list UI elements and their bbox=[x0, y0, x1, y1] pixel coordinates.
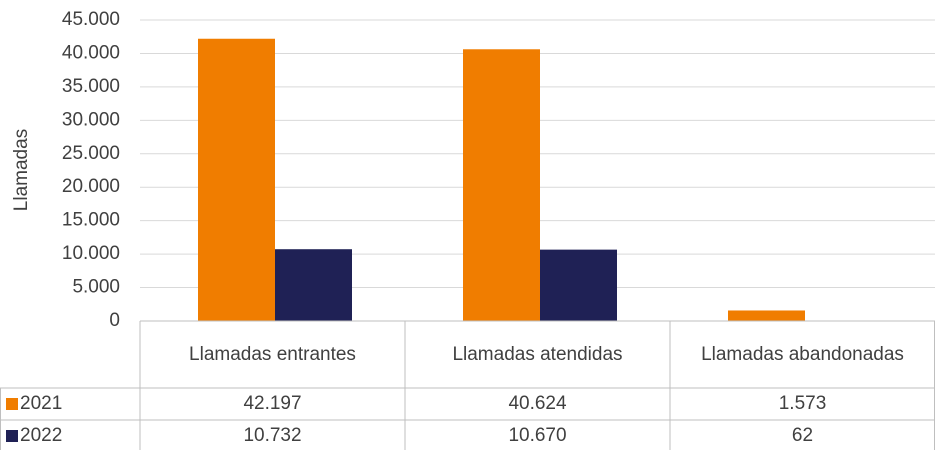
bar bbox=[463, 49, 540, 321]
legend-swatch bbox=[6, 430, 18, 442]
chart: Llamadas 0 5.000 10.000 15.000 20.000 25.000 3… bbox=[0, 0, 935, 450]
x-tick-label: Llamadas atendidas bbox=[452, 344, 622, 365]
y-tick-label: 5.000 bbox=[72, 277, 120, 298]
table-value: 10.670 bbox=[508, 425, 566, 446]
y-tick-label: 10.000 bbox=[62, 243, 120, 264]
table-value: 42.197 bbox=[243, 393, 301, 414]
y-tick-label: 15.000 bbox=[62, 210, 120, 231]
table-value: 10.732 bbox=[243, 425, 301, 446]
table-value: 62 bbox=[792, 425, 813, 446]
y-tick-label: 25.000 bbox=[62, 143, 120, 164]
legend-label: 2022 bbox=[20, 425, 62, 446]
y-tick-label: 40.000 bbox=[62, 42, 120, 63]
bar bbox=[728, 310, 805, 321]
y-tick-label: 20.000 bbox=[62, 176, 120, 197]
x-tick-label: Llamadas entrantes bbox=[189, 344, 356, 365]
y-tick-label: 30.000 bbox=[62, 109, 120, 130]
y-axis-label: Llamadas bbox=[11, 129, 32, 211]
legend-swatch bbox=[6, 398, 18, 410]
y-tick-label: 35.000 bbox=[62, 76, 120, 97]
legend-label: 2021 bbox=[20, 393, 62, 414]
bar bbox=[275, 249, 352, 321]
table-value: 1.573 bbox=[779, 393, 827, 414]
bar bbox=[198, 39, 275, 321]
table-value: 40.624 bbox=[508, 393, 567, 414]
y-tick-label: 45.000 bbox=[62, 9, 120, 30]
x-tick-label: Llamadas abandonadas bbox=[701, 344, 904, 365]
bar bbox=[540, 250, 617, 321]
y-tick-label: 0 bbox=[109, 310, 120, 331]
